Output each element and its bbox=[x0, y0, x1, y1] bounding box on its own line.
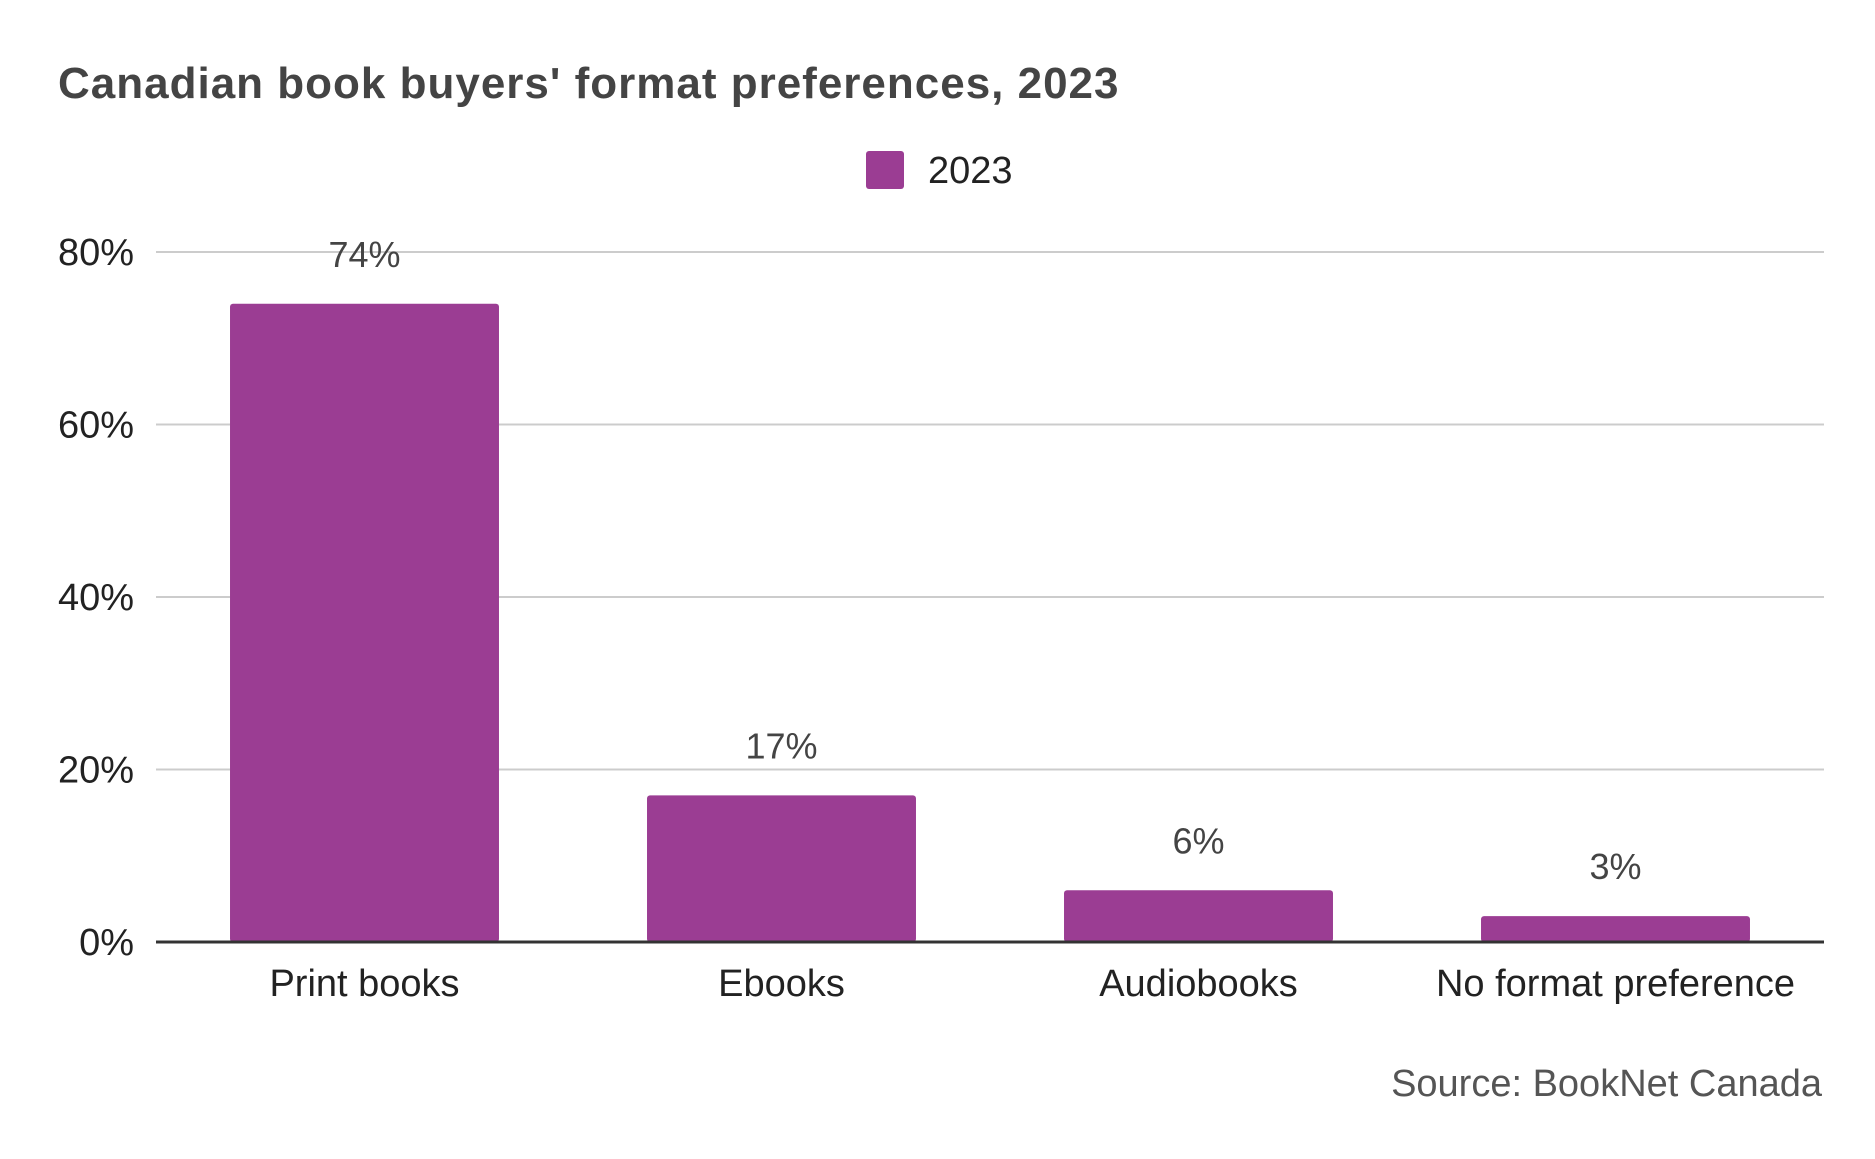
legend: 2023 bbox=[866, 150, 1013, 192]
x-category-label: Print books bbox=[269, 963, 459, 1005]
legend-swatch bbox=[866, 151, 904, 189]
bar bbox=[1481, 916, 1750, 942]
y-tick-label: 0% bbox=[79, 922, 134, 964]
y-tick-label: 40% bbox=[58, 577, 134, 619]
x-category-label: No format preference bbox=[1436, 963, 1795, 1005]
data-label: 6% bbox=[1172, 820, 1224, 861]
x-axis-categories: Print books Ebooks Audiobooks No format pre… bbox=[269, 963, 1795, 1005]
x-category-label: Ebooks bbox=[718, 963, 845, 1005]
y-tick-label: 80% bbox=[58, 232, 134, 274]
data-labels: 74% 17% 6% 3% bbox=[328, 234, 1641, 887]
x-category-label: Audiobooks bbox=[1099, 963, 1298, 1005]
data-label: 74% bbox=[328, 234, 400, 275]
legend-label: 2023 bbox=[928, 150, 1013, 192]
chart-title: Canadian book buyers' format preferences… bbox=[58, 59, 1120, 108]
source-note: Source: BookNet Canada bbox=[1391, 1063, 1823, 1105]
y-axis-ticks: 0% 20% 40% 60% 80% bbox=[58, 232, 134, 964]
bar bbox=[1064, 890, 1333, 942]
bars bbox=[230, 303, 1750, 942]
data-label: 17% bbox=[745, 725, 817, 766]
bar bbox=[230, 303, 499, 942]
y-tick-label: 20% bbox=[58, 750, 134, 792]
data-label: 3% bbox=[1589, 846, 1641, 887]
y-tick-label: 60% bbox=[58, 405, 134, 447]
bar bbox=[647, 795, 916, 942]
